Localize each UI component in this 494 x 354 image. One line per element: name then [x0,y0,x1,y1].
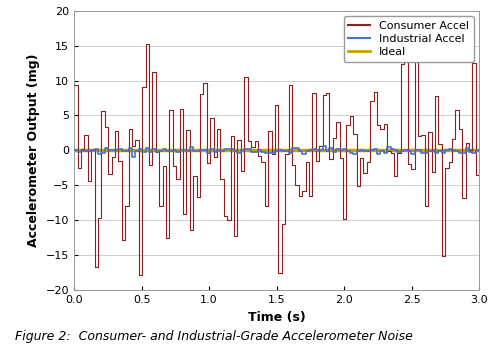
Legend: Consumer Accel, Industrial Accel, Ideal: Consumer Accel, Industrial Accel, Ideal [344,16,474,62]
X-axis label: Time (s): Time (s) [248,311,305,324]
Y-axis label: Accelerometer Output (mg): Accelerometer Output (mg) [27,54,40,247]
Text: Figure 2:  Consumer- and Industrial-Grade Accelerometer Noise: Figure 2: Consumer- and Industrial-Grade… [15,330,412,343]
